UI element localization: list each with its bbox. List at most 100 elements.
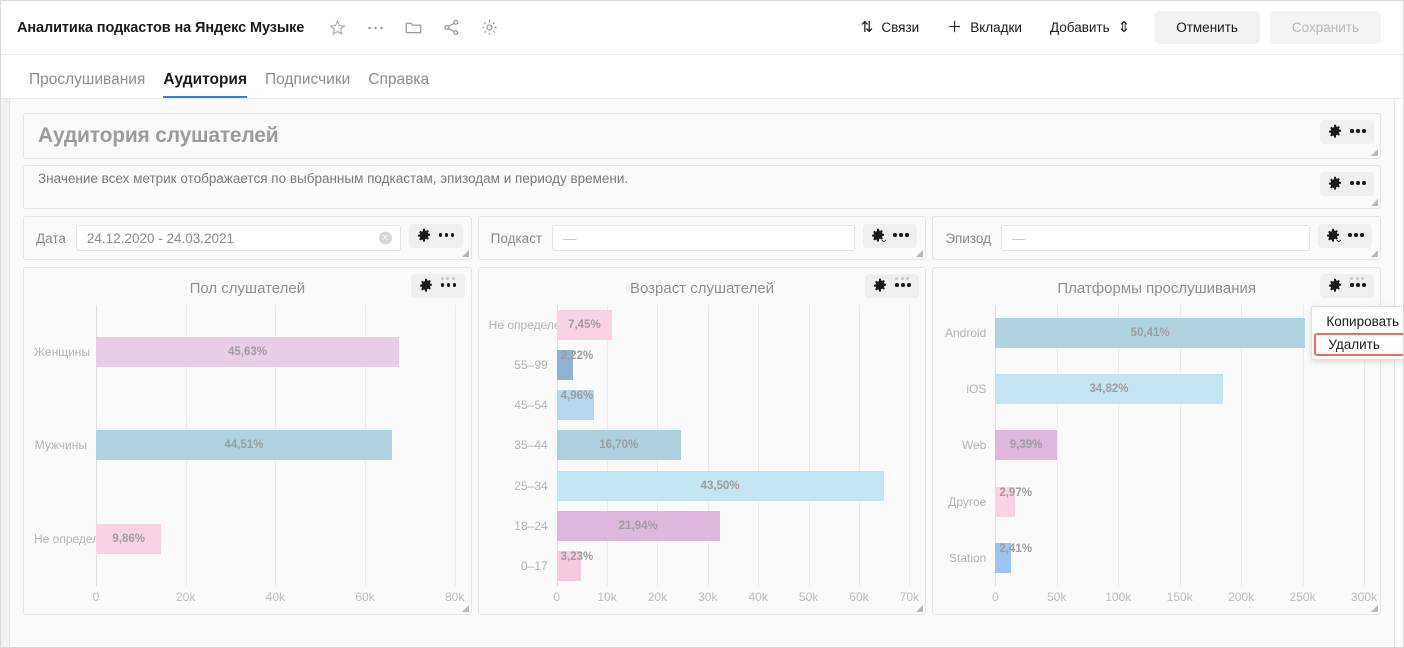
left-edge-rail <box>1 99 10 647</box>
resize-handle[interactable] <box>1371 250 1379 257</box>
gear-icon[interactable] <box>1327 278 1343 294</box>
gear-icon[interactable] <box>870 228 886 244</box>
star-icon[interactable] <box>328 19 346 37</box>
tab-listens[interactable]: Прослушивания <box>29 71 146 88</box>
resize-handle[interactable] <box>1371 149 1378 156</box>
cancel-button[interactable]: Отменить <box>1154 11 1260 44</box>
resize-handle[interactable] <box>461 605 469 612</box>
heading-widget-controls[interactable] <box>1320 120 1374 144</box>
x-axis-tick-label: 20k <box>647 590 668 604</box>
bar[interactable]: 9,86% <box>96 524 162 555</box>
more-options-icon[interactable] <box>895 277 912 294</box>
bar-row[interactable]: 18–24 21,94% <box>489 510 910 541</box>
resize-handle[interactable] <box>1371 199 1378 206</box>
more-options-icon[interactable] <box>1350 176 1367 192</box>
chart-card-gender[interactable]: Пол слушателей Женщины 45,63% Мужчины 44,51… <box>23 267 472 615</box>
more-options-icon[interactable] <box>893 228 910 244</box>
more-options-icon[interactable] <box>438 228 456 244</box>
bar-row[interactable]: 45–54 4,96% <box>489 390 910 421</box>
bar-row[interactable]: 25–34 43,50% <box>489 470 910 501</box>
gear-icon[interactable] <box>1325 228 1341 244</box>
more-options-icon[interactable] <box>1350 124 1367 140</box>
bar[interactable]: 34,82% <box>995 374 1223 405</box>
filter-episode[interactable]: Эпизод — ⌄ <box>932 216 1382 260</box>
context-menu-item-copy[interactable]: Копировать <box>1326 314 1400 329</box>
bar-row[interactable]: iOS 34,82% <box>943 374 1364 405</box>
bar-row[interactable]: Web 9,39% <box>943 430 1364 461</box>
bar[interactable]: 7,45% <box>556 310 613 341</box>
more-options-icon[interactable] <box>1350 277 1367 294</box>
chart-widget-controls[interactable] <box>1320 274 1375 298</box>
ellipsis-icon[interactable] <box>366 19 384 37</box>
bar-row[interactable]: Не определен 7,45% <box>489 310 910 341</box>
filter-date[interactable]: Дата 24.12.2020 - 24.03.2021 ✕ <box>23 216 472 260</box>
bar-row[interactable]: Не определен 9,86% <box>34 524 455 555</box>
tabs-button[interactable]: ＋ Вкладки <box>933 14 1036 41</box>
bar-value-label: 2,41% <box>999 542 1032 555</box>
bar[interactable] <box>556 350 574 381</box>
gear-icon[interactable] <box>416 228 432 244</box>
add-dropdown[interactable]: Добавить ⇕ <box>1036 14 1144 41</box>
bar-value-label: 3,23% <box>560 550 594 563</box>
chart-widget-controls[interactable] <box>865 274 920 298</box>
bar-category-label: Мужчины <box>34 438 87 453</box>
heading-widget[interactable]: Аудитория слушателей <box>23 113 1381 159</box>
bar-row[interactable]: 35–44 16,70% <box>489 430 910 461</box>
description-widget-controls[interactable] <box>1320 172 1374 196</box>
bar-row[interactable]: 0–17 3,23% <box>489 550 910 581</box>
bar-row[interactable]: 55–99 2,22% <box>489 350 910 381</box>
context-menu-item-delete[interactable]: Удалить <box>1314 333 1403 356</box>
bar[interactable]: 21,94% <box>556 510 720 541</box>
chart-card-age[interactable]: Возраст слушателей Не определен 7,45% 55–9… <box>477 267 927 615</box>
context-menu[interactable]: Копировать Удалить <box>1311 306 1403 360</box>
share-icon[interactable] <box>442 19 460 37</box>
bar[interactable]: 43,50% <box>556 470 884 501</box>
bar[interactable] <box>556 390 594 421</box>
bar[interactable]: 44,51% <box>96 430 392 461</box>
episode-select[interactable]: — <box>1001 225 1311 251</box>
resize-handle[interactable] <box>916 605 924 612</box>
gear-icon[interactable] <box>1327 124 1343 140</box>
bar[interactable]: 16,70% <box>556 430 681 461</box>
more-options-icon[interactable] <box>1348 228 1365 244</box>
chart-widget-controls[interactable] <box>410 274 465 298</box>
bar[interactable] <box>556 550 581 581</box>
resize-handle[interactable] <box>461 250 469 257</box>
bar-row[interactable]: Другое 2,97% <box>943 486 1364 517</box>
bar-row[interactable]: Женщины 45,63% <box>34 336 455 367</box>
resize-handle[interactable] <box>916 250 924 257</box>
gear-icon[interactable] <box>872 278 888 294</box>
gear-icon[interactable] <box>480 19 498 37</box>
gear-icon[interactable] <box>1327 176 1343 192</box>
save-button[interactable]: Сохранить <box>1269 11 1381 44</box>
date-range-input[interactable]: 24.12.2020 - 24.03.2021 ✕ <box>75 225 401 251</box>
tabs-label: Вкладки <box>970 20 1022 35</box>
links-button[interactable]: ⇅ Связи <box>847 14 933 41</box>
clear-icon[interactable]: ✕ <box>378 231 392 245</box>
description-widget[interactable]: Значение всех метрик отображается по выб… <box>23 165 1381 209</box>
filter-podcast[interactable]: Подкаст — ⌄ <box>477 216 927 260</box>
filter-episode-controls[interactable]: ⌄ <box>1318 224 1373 248</box>
bar-row[interactable]: Мужчины 44,51% <box>34 430 455 461</box>
bar-row[interactable]: Station 2,41% <box>943 542 1364 573</box>
folder-icon[interactable] <box>404 19 422 37</box>
tab-subscribers[interactable]: Подписчики <box>265 71 351 88</box>
podcast-select[interactable]: — <box>552 225 856 251</box>
chart-title: Возраст слушателей <box>629 280 775 297</box>
chart-card-platforms[interactable]: Платформы прослушивания Android 50,41% iOS… <box>932 267 1403 615</box>
more-options-icon[interactable] <box>440 277 458 294</box>
resize-handle[interactable] <box>1371 605 1379 612</box>
filter-date-controls[interactable] <box>408 224 463 248</box>
tab-help[interactable]: Справка <box>368 71 430 88</box>
links-label: Связи <box>881 20 920 35</box>
bar-row[interactable]: Android 50,41% <box>943 318 1364 349</box>
bar-value-label: 50,41% <box>1130 327 1170 340</box>
bar[interactable]: 45,63% <box>96 336 400 367</box>
tab-audience[interactable]: Аудитория <box>163 71 248 98</box>
bar[interactable]: 9,39% <box>995 430 1057 461</box>
gear-icon[interactable] <box>418 278 434 294</box>
filter-podcast-controls[interactable]: ⌄ <box>863 224 918 248</box>
bar[interactable] <box>995 486 1015 517</box>
bar[interactable]: 50,41% <box>995 318 1306 349</box>
bar[interactable] <box>995 542 1012 573</box>
